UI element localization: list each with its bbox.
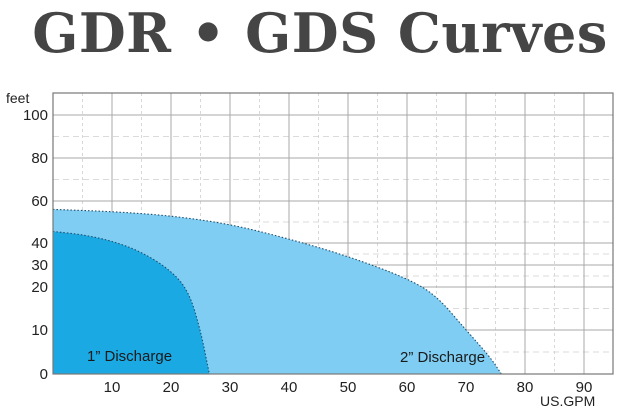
y-tick-label: 0 <box>40 366 48 383</box>
y-tick-label: 20 <box>31 279 48 296</box>
x-tick-labels: 10 20 30 40 50 60 70 80 90 <box>104 379 593 396</box>
y-tick-label: 80 <box>31 150 48 167</box>
plot-frame <box>52 92 614 375</box>
series-label-1in: 1” Discharge <box>87 348 172 365</box>
x-tick-label: 40 <box>281 379 298 396</box>
x-tick-label: 90 <box>576 379 593 396</box>
series-label-2in: 2” Discharge <box>400 349 485 366</box>
x-tick-label: 80 <box>517 379 534 396</box>
x-tick-label: 60 <box>399 379 416 396</box>
discharge-areas <box>52 208 502 375</box>
x-tick-label: 10 <box>104 379 121 396</box>
y-tick-label: 40 <box>31 235 48 252</box>
x-axis-label: US.GPM <box>540 393 595 409</box>
area-boundary-2 <box>52 230 210 375</box>
y-tick-label: 60 <box>31 193 48 210</box>
y-tick-label: 100 <box>23 107 48 124</box>
y-axis-label: feet <box>6 90 29 106</box>
x-tick-label: 20 <box>163 379 180 396</box>
y-tick-label: 10 <box>31 322 48 339</box>
chart-title: GDR • GDS Curves <box>32 1 608 65</box>
y-tick-labels: 0 10 20 30 40 60 80 100 <box>23 107 48 383</box>
area-series-2 <box>53 231 210 374</box>
y-tick-label: 30 <box>31 257 48 274</box>
series-labels: 2” Discharge 1” Discharge <box>87 348 485 366</box>
x-tick-label: 50 <box>340 379 357 396</box>
x-tick-label: 30 <box>222 379 239 396</box>
x-tick-label: 70 <box>458 379 475 396</box>
